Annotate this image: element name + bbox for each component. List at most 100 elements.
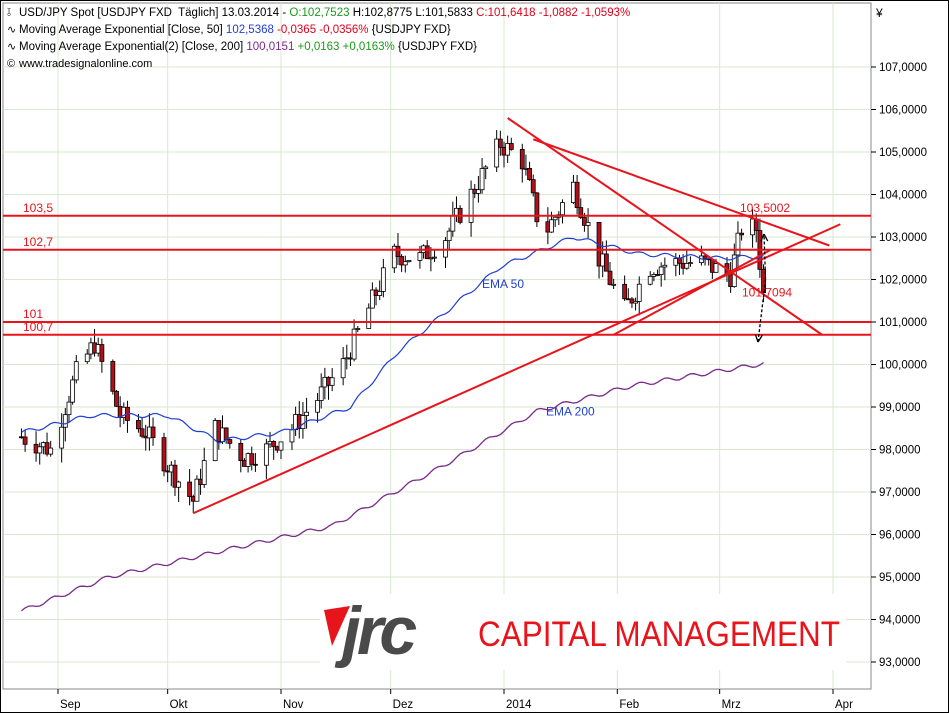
x-tick-label: 2014	[506, 699, 532, 711]
currency-symbol: ¥	[875, 6, 883, 20]
y-tick-label: 99,0000	[879, 402, 921, 414]
x-tick-label: Sep	[60, 699, 80, 711]
y-tick-label: 97,0000	[879, 487, 921, 499]
y-tick-label: 95,0000	[879, 572, 921, 584]
close-value: C:101,6418 -1,0882 -1,0593%	[472, 7, 631, 19]
y-tick-label: 101,0000	[879, 317, 927, 329]
ema50-change: -0,0365 -0,0356%	[273, 24, 369, 36]
candle-body	[176, 481, 182, 488]
ema50-symbol: {USDJPY FXD}	[368, 24, 451, 36]
candle-body	[391, 245, 397, 269]
y-tick-label: 93,0000	[879, 657, 921, 669]
candle-body	[161, 437, 167, 472]
arrow-up-icon	[763, 233, 767, 280]
candle-body	[318, 386, 324, 401]
header-line-instrument: ⫱ USD/JPY Spot [USDJPY FXD Täglich] 13.03…	[7, 6, 630, 20]
candle-body	[607, 270, 613, 285]
instrument-name: USD/JPY Spot [USDJPY FXD Täglich] 13.03.…	[19, 7, 290, 19]
candle-body	[223, 427, 229, 440]
x-tick-label: Okt	[170, 699, 189, 711]
candle-body	[304, 411, 309, 416]
candle-body	[519, 149, 525, 170]
y-tick-label: 104,0000	[879, 190, 927, 202]
jrc-logo-graphic: jrc CAPITAL MANAGEMENT	[324, 593, 840, 669]
ema200-line	[20, 362, 764, 612]
candle-body	[424, 245, 430, 260]
arrow-down-icon	[757, 279, 767, 343]
candle-body	[48, 447, 54, 455]
candle-body	[249, 453, 255, 465]
y-tick-label: 96,0000	[879, 530, 921, 542]
ema50-name: Moving Average Exponential [Close, 50]	[19, 24, 226, 36]
logo-swoosh-icon	[324, 606, 350, 646]
candle-body	[99, 344, 105, 362]
candle-body	[633, 300, 638, 304]
y-tick-label: 107,0000	[879, 62, 927, 74]
candle-body	[194, 478, 200, 502]
candle-body	[479, 168, 485, 191]
candle-body	[582, 217, 587, 226]
candle-body	[450, 215, 456, 232]
ema200-change: +0,0163 +0,0163%	[294, 41, 395, 53]
candle-body	[114, 390, 119, 407]
candle-body	[684, 263, 690, 269]
y-tick-label: 98,0000	[879, 445, 921, 457]
candle-body	[377, 291, 383, 296]
ema200-value: 100,0151	[246, 41, 295, 53]
candle-body	[110, 361, 116, 392]
candle-body	[278, 441, 284, 451]
candlestick-icon: ⫱	[7, 7, 12, 19]
candle-body	[62, 414, 68, 428]
candle-body	[406, 259, 412, 263]
candle-body	[468, 188, 474, 223]
header-line-ema200: ∿ Moving Average Exponential(2) [Close, 2…	[7, 40, 477, 54]
ema50-label: EMA 50	[482, 277, 524, 291]
ema50-value: 102,5368	[225, 24, 274, 36]
candle-body	[253, 463, 258, 466]
candle-body	[739, 232, 745, 236]
open-value: O:102,7523	[289, 7, 350, 19]
x-tick-label: Mrz	[722, 699, 741, 711]
logo-mark: jrc	[334, 594, 416, 669]
candle-body	[508, 143, 514, 150]
trendline-triangle-lower	[613, 248, 772, 336]
logo-text: CAPITAL MANAGEMENT	[478, 615, 840, 654]
candle-body	[647, 275, 653, 285]
candle-body	[37, 446, 43, 454]
x-tick-label: Nov	[283, 699, 304, 711]
y-tick-label: 102,0000	[879, 275, 927, 287]
arrow-up-icon-head	[760, 233, 769, 242]
source-url[interactable]: www.tradesignalonline.com	[19, 58, 153, 70]
ema200-name: Moving Average Exponential(2) [Close, 20…	[19, 41, 247, 53]
candle-body	[530, 179, 536, 194]
candle-body	[395, 245, 401, 257]
candle-body	[340, 358, 346, 379]
candle-body	[636, 283, 642, 302]
candle-body	[735, 232, 741, 256]
candle-body	[351, 328, 357, 360]
candle-body	[201, 460, 207, 485]
ema200-symbol: {USDJPY FXD}	[394, 41, 477, 53]
candle-body	[150, 426, 156, 439]
level-label: 102,7	[23, 235, 53, 249]
candle-body	[402, 261, 408, 266]
candle-body	[238, 442, 244, 461]
y-tick-label: 100,0000	[879, 360, 927, 372]
header-line-ema50: ∿ Moving Average Exponential [Close, 50] …	[7, 23, 451, 37]
candle-body	[263, 443, 269, 466]
candle-body	[22, 436, 28, 445]
candle-body	[446, 230, 452, 242]
arrow-down-icon-head	[754, 334, 763, 343]
y-tick-label: 105,0000	[879, 147, 927, 159]
candle-body	[70, 379, 76, 403]
x-tick-label: Feb	[619, 699, 639, 711]
candle-body	[713, 263, 719, 273]
candle-body	[611, 283, 617, 286]
header-line-source: © www.tradesignalonline.com	[7, 57, 152, 71]
candle-body	[73, 361, 79, 381]
candle-body	[369, 289, 375, 309]
candle-body	[662, 264, 668, 268]
plot-area	[2, 2, 872, 690]
